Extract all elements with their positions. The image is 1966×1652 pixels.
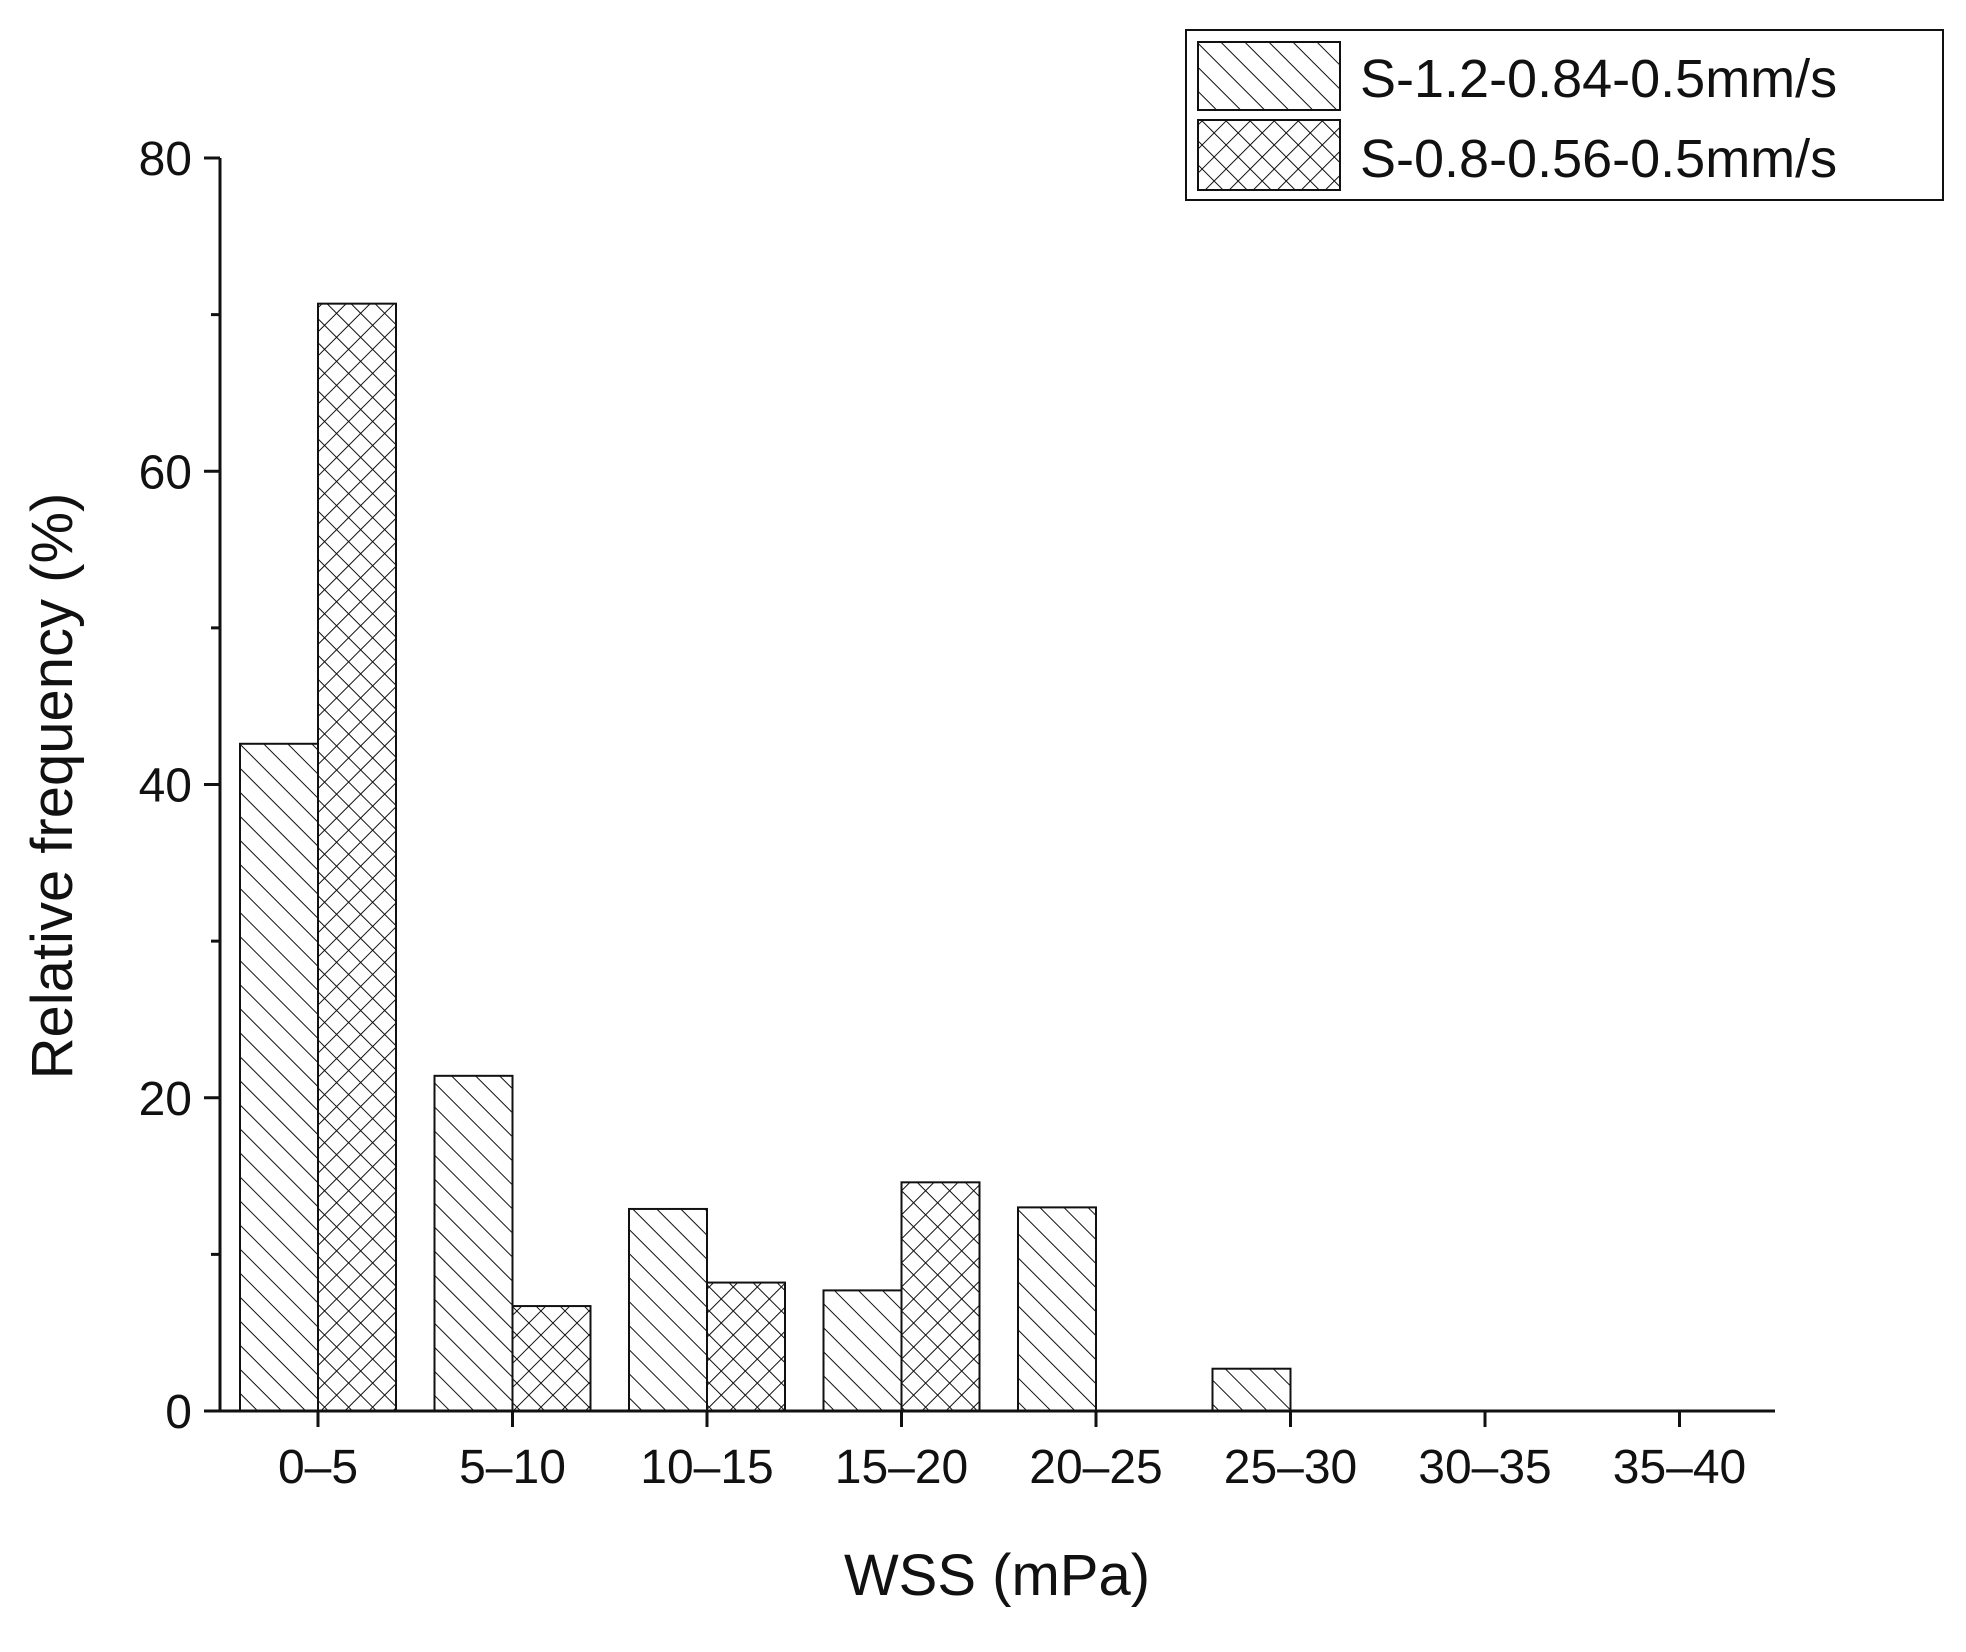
bar-series-0-2 <box>628 1207 708 1412</box>
x-ticks: 0–5 5–10 10–15 15–20 20–25 25–30 30–35 35–40 <box>278 1411 1746 1494</box>
x-tick-label: 20–25 <box>1029 1441 1162 1494</box>
legend-label-s-1.2: S-1.2-0.84-0.5mm/s <box>1360 49 1837 109</box>
x-axis-title: WSS (mPa) <box>844 1543 1150 1608</box>
y-axis-title: Relative frequency (%) <box>20 493 85 1080</box>
legend-swatch-s-0.8 <box>1197 119 1341 191</box>
legend-label-s-0.8: S-0.8-0.56-0.5mm/s <box>1360 129 1837 189</box>
y-tick-label: 80 <box>139 133 192 186</box>
x-tick-label: 0–5 <box>278 1441 358 1494</box>
bars-layer <box>239 302 1292 1413</box>
y-tick-label: 0 <box>165 1386 192 1439</box>
bar-series-0-1 <box>433 1074 514 1412</box>
x-tick-label: 35–40 <box>1613 1441 1746 1494</box>
bar-series-0-0 <box>239 742 319 1412</box>
legend-swatch-s-1.2 <box>1197 41 1341 111</box>
bar-series-1-0 <box>317 302 397 1412</box>
bar-series-1-3 <box>900 1181 981 1413</box>
y-tick-label: 40 <box>139 760 192 813</box>
bar-series-0-3 <box>822 1289 903 1413</box>
x-tick-label: 30–35 <box>1418 1441 1551 1494</box>
x-tick-label: 15–20 <box>835 1441 968 1494</box>
y-tick-label: 20 <box>139 1073 192 1126</box>
x-tick-label: 10–15 <box>640 1441 773 1494</box>
bar-series-1-1 <box>511 1305 592 1413</box>
y-ticks: 0 20 40 60 80 <box>139 133 220 1439</box>
y-tick-label: 60 <box>139 446 192 499</box>
x-tick-label: 5–10 <box>459 1441 566 1494</box>
x-tick-label: 25–30 <box>1224 1441 1357 1494</box>
bar-series-0-5 <box>1211 1367 1292 1413</box>
bar-series-0-4 <box>1017 1206 1097 1412</box>
bar-series-1-2 <box>706 1281 786 1412</box>
legend: S-1.2-0.84-0.5mm/s S-0.8-0.56-0.5mm/s <box>1185 29 1944 201</box>
